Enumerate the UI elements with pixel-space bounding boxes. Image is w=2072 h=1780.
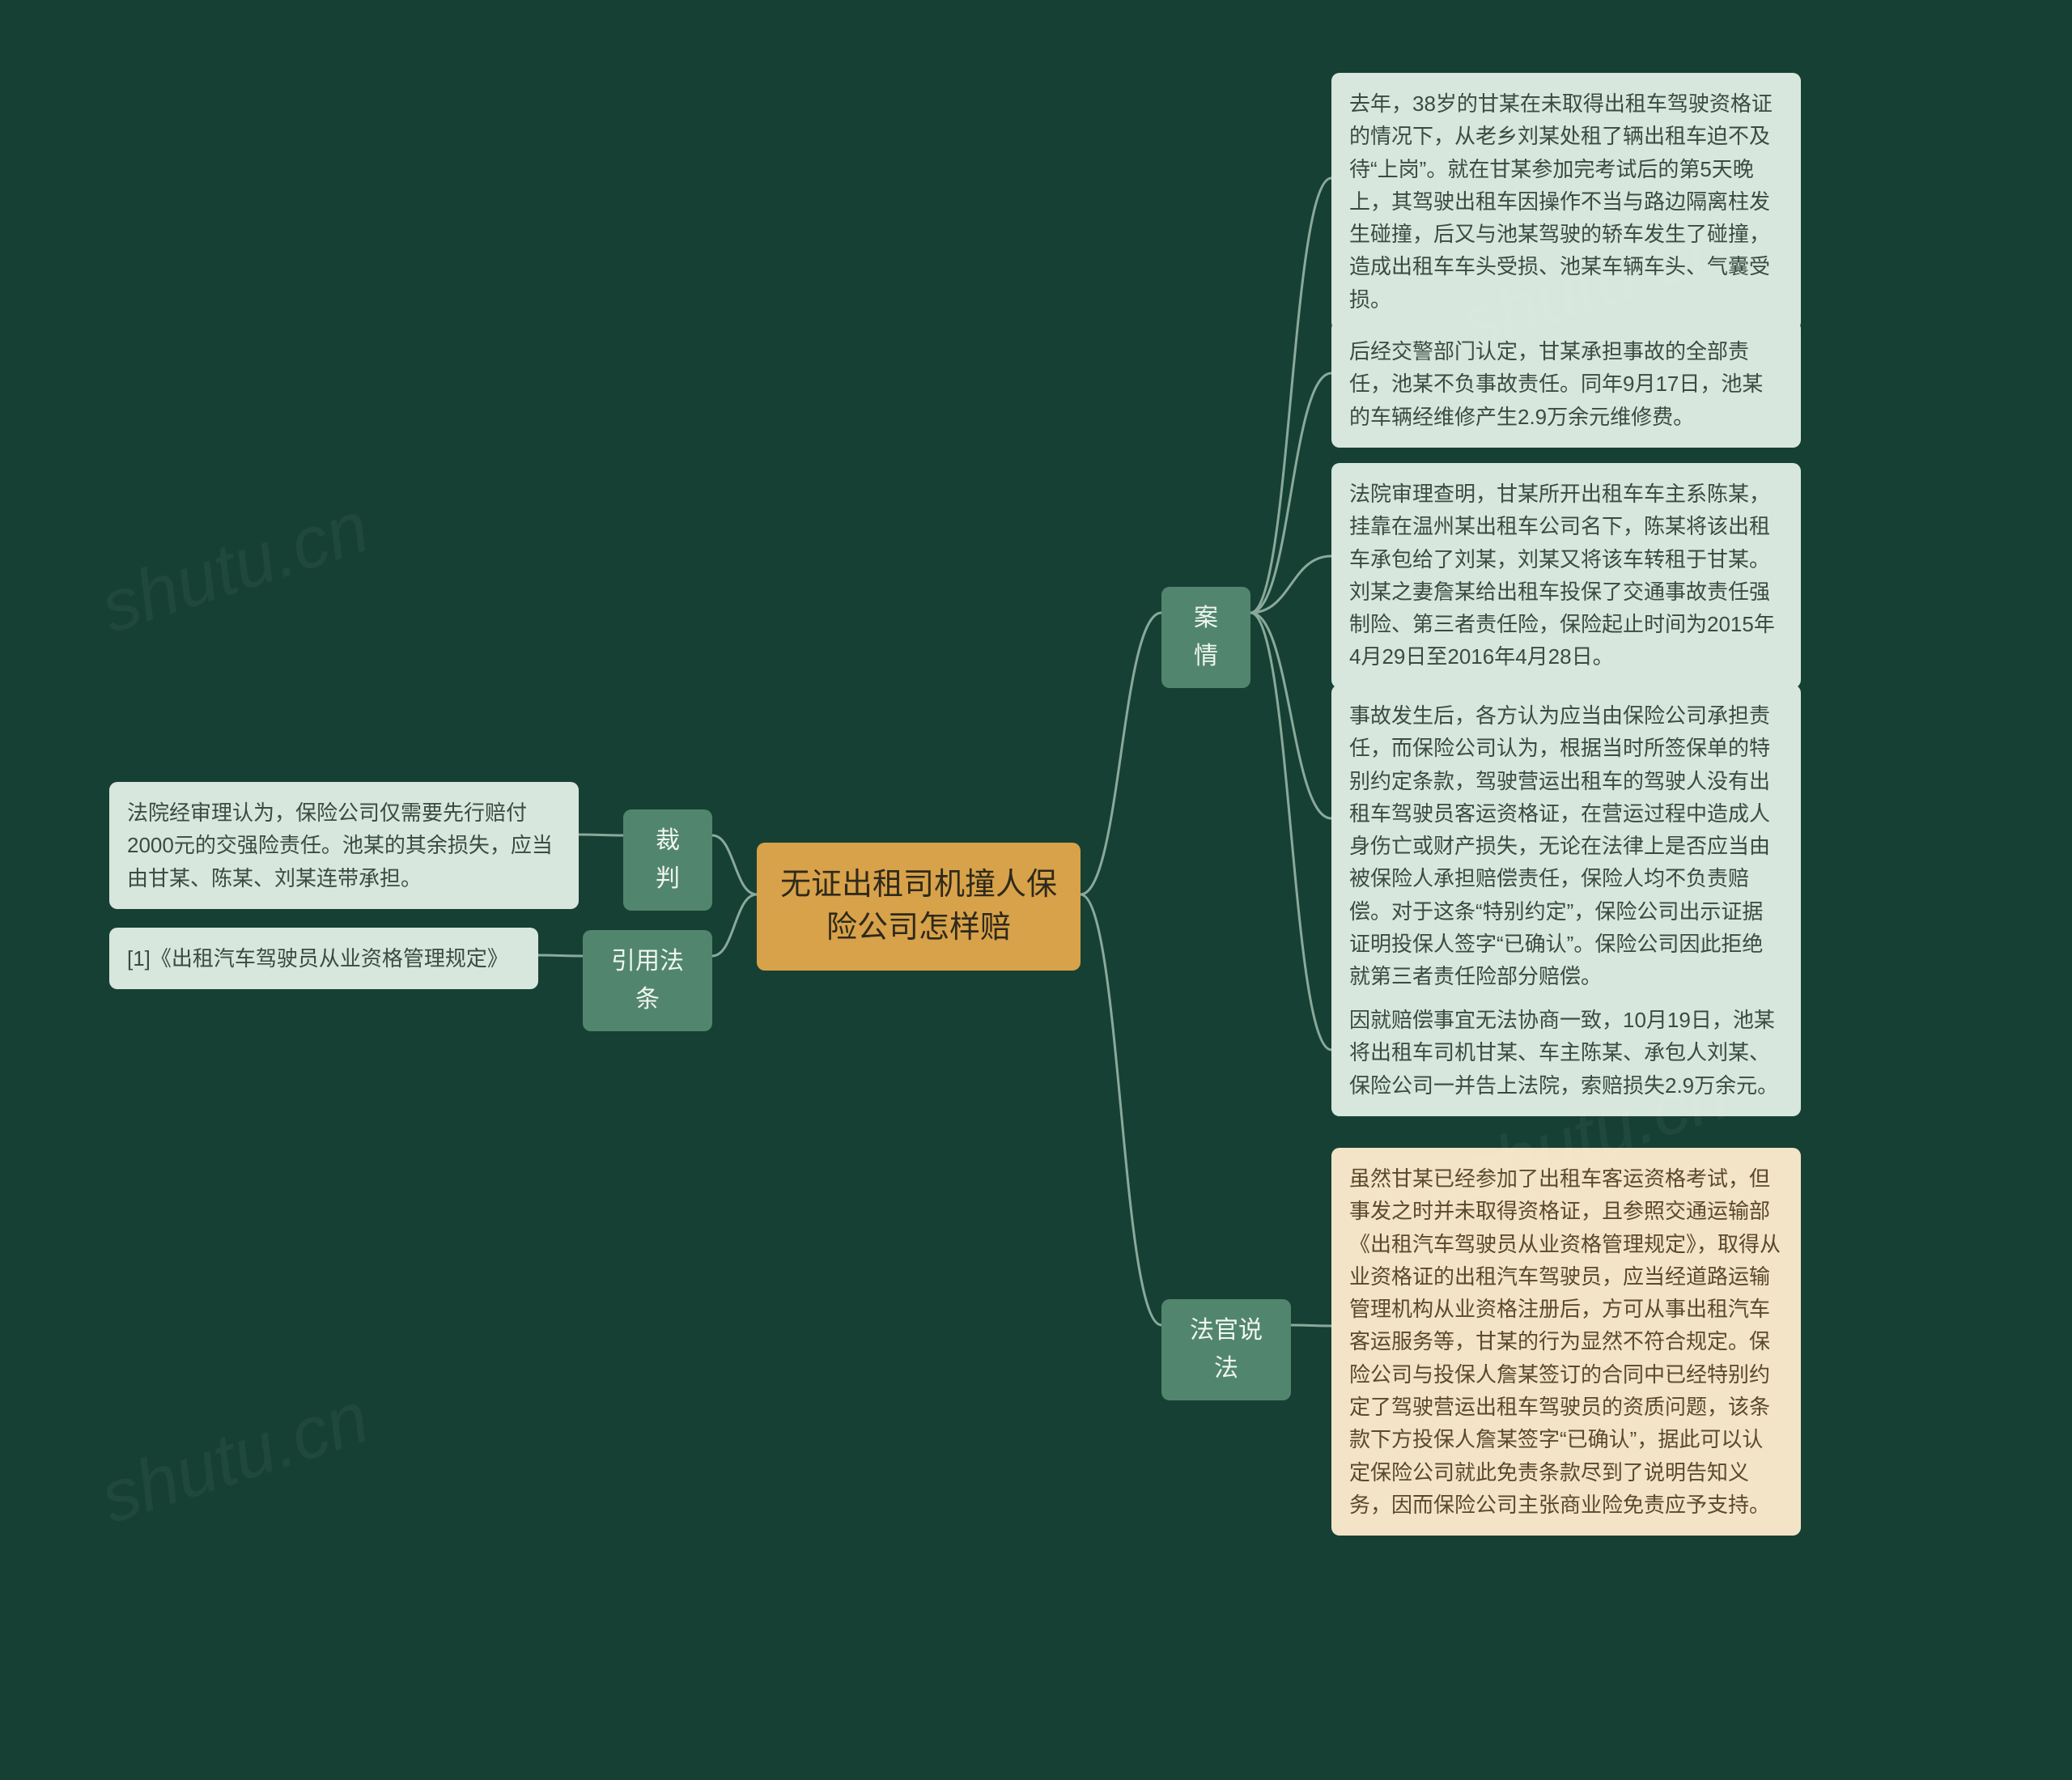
leaf-c3: 法院审理查明，甘某所开出租车车主系陈某，挂靠在温州某出租车公司名下，陈某将该出租… — [1331, 463, 1801, 688]
branch-b-ruling: 裁判 — [623, 809, 712, 911]
leaf-l1: [1]《出租汽车驾驶员从业资格管理规定》 — [109, 928, 538, 989]
watermark: shutu.cn — [91, 1376, 378, 1540]
branch-b-case: 案情 — [1161, 587, 1250, 688]
leaf-c2: 后经交警部门认定，甘某承担事故的全部责任，池某不负事故责任。同年9月17日，池某… — [1331, 321, 1801, 448]
leaf-j1: 虽然甘某已经参加了出租车客运资格考试，但事发之时并未取得资格证，且参照交通运输部… — [1331, 1148, 1801, 1536]
leaf-c5: 因就赔偿事宜无法协商一致，10月19日，池某将出租车司机甘某、车主陈某、承包人刘… — [1331, 989, 1801, 1116]
mindmap-stage: 无证出租司机撞人保险公司怎样赔 案情法官说法 裁判引用法条 去年，38岁的甘某在未取得… — [0, 0, 2072, 1780]
leaf-r1: 法院经审理认为，保险公司仅需要先行赔付2000元的交强险责任。池某的其余损失，应… — [109, 782, 579, 909]
root-node: 无证出租司机撞人保险公司怎样赔 — [757, 843, 1081, 971]
leaf-c4: 事故发生后，各方认为应当由保险公司承担责任，而保险公司认为，根据当时所签保单的特… — [1331, 685, 1801, 1008]
branch-b-judge: 法官说法 — [1161, 1299, 1291, 1400]
branch-b-law: 引用法条 — [583, 930, 712, 1031]
watermark: shutu.cn — [91, 486, 378, 650]
leaf-c1: 去年，38岁的甘某在未取得出租车驾驶资格证的情况下，从老乡刘某处租了辆出租车迫不… — [1331, 73, 1801, 330]
